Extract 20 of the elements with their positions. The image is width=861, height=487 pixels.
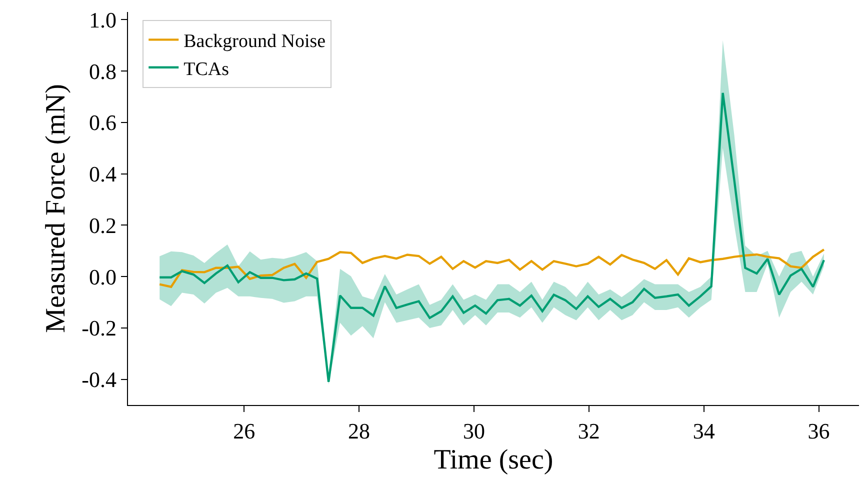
y-tick-label: 0.0 — [89, 264, 116, 290]
legend-label: Background Noise — [184, 31, 326, 52]
y-tick-label: 1.0 — [89, 7, 116, 32]
x-tick-label: 28 — [348, 418, 370, 444]
legend-label: TCAs — [184, 58, 230, 80]
y-tick-label: 0.6 — [89, 110, 116, 136]
x-tick-label: 32 — [578, 418, 600, 444]
y-tick-label: 0.2 — [89, 212, 116, 238]
y-tick-label: -0.2 — [82, 316, 116, 341]
x-tick-label: 26 — [233, 418, 256, 444]
y-tick-label: 0.8 — [89, 58, 116, 84]
line-series — [158, 92, 826, 383]
x-axis-title: Time (sec) — [434, 444, 554, 476]
x-tick-label: 34 — [692, 418, 715, 444]
x-tick-label: 30 — [462, 418, 485, 444]
line-series — [158, 248, 826, 288]
x-tick-label: 36 — [808, 418, 830, 444]
y-axis-title: Measured Force (mN) — [40, 84, 72, 333]
y-tick-label: 0.4 — [89, 162, 116, 187]
y-tick-label: -0.4 — [82, 367, 116, 392]
